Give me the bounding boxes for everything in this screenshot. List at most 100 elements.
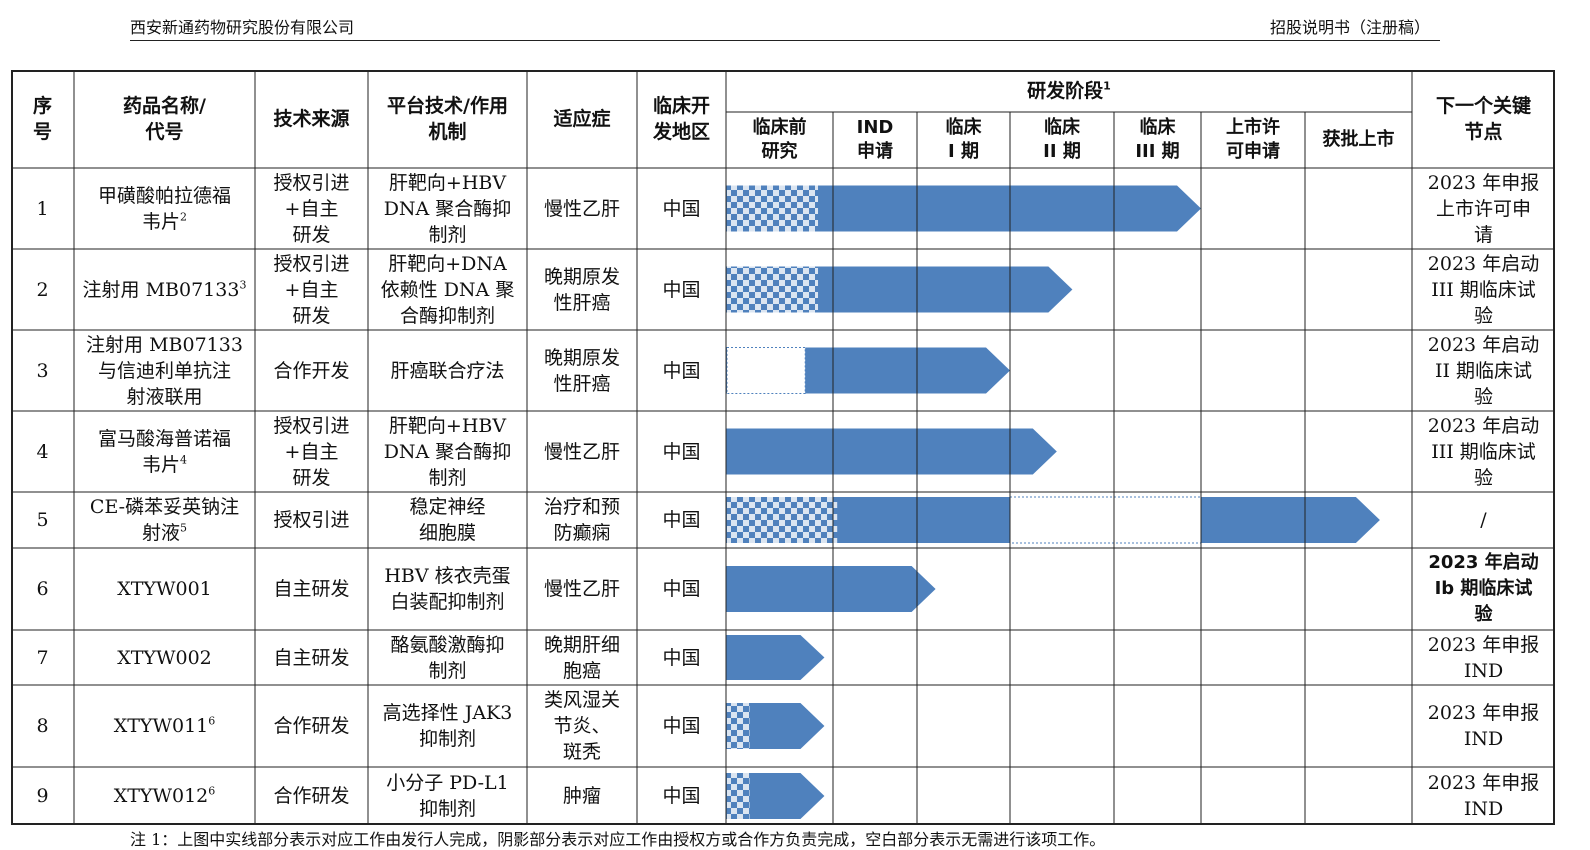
row-no-text: 5 — [36, 509, 49, 531]
row-region-text: 中国 — [662, 359, 701, 382]
header-platform-text: 平台技术/作用 机制 — [387, 95, 508, 143]
row-region: 中国 — [637, 168, 726, 249]
row-next-milestone: 2023 年申报 上市许可申 请 — [1412, 168, 1555, 249]
row-region-text: 中国 — [662, 509, 701, 531]
row-drug-name: CE-磷苯妥英钠注 射液5 — [74, 492, 255, 548]
row-tech-source: 自主研发 — [255, 630, 368, 685]
header-stage-4: 临床 III 期 — [1114, 112, 1201, 168]
progress-arrow — [726, 428, 1057, 475]
row-drug-name-text: XTYW001 — [117, 578, 212, 600]
row-drug-name-footnote-ref: 2 — [180, 210, 187, 224]
row-tech-source-text: 授权引进 — [273, 509, 350, 531]
row-indication-text: 慢性乙肝 — [543, 578, 620, 600]
row-region-text: 中国 — [662, 278, 701, 301]
company-name: 西安新通药物研究股份有限公司 — [130, 18, 355, 37]
header-stage-5: 上市许 可申请 — [1201, 112, 1305, 168]
hatched-segment — [727, 185, 819, 232]
row-drug-name-text: 富马酸海普诺福 韦片4 — [97, 427, 231, 476]
row-indication: 慢性乙肝 — [527, 411, 637, 492]
row-indication-text: 慢性乙肝 — [543, 440, 620, 463]
row-mechanism: 酪氨酸激酶抑 制剂 — [368, 630, 527, 685]
row-mechanism: 肝癌联合疗法 — [368, 330, 527, 411]
row-next-milestone: 2023 年申报 IND — [1412, 630, 1555, 685]
header-stage-5-text: 上市许 可申请 — [1226, 117, 1280, 162]
header-tech-source-text: 技术来源 — [273, 108, 350, 130]
progress-arrow — [726, 635, 825, 680]
row-region: 中国 — [637, 685, 726, 767]
row-indication: 慢性乙肝 — [527, 548, 637, 630]
row-tech-source-text: 自主研发 — [273, 578, 350, 600]
row-mechanism: 高选择性 JAK3 抑制剂 — [368, 685, 527, 767]
row-mechanism-text: 肝靶向+HBV DNA 聚合酶抑 制剂 — [383, 171, 512, 246]
row-region: 中国 — [637, 492, 726, 548]
progress-arrow — [726, 185, 1201, 232]
row-indication-text: 治疗和预 防癫痫 — [543, 496, 620, 544]
row-no-text: 6 — [36, 578, 49, 600]
row-indication: 类风湿关 节炎、 斑秃 — [527, 685, 637, 767]
row-drug-name: XTYW002 — [74, 630, 255, 685]
progress-arrow — [726, 703, 825, 749]
page-header: 西安新通药物研究股份有限公司 招股说明书（注册稿） — [130, 10, 1440, 41]
row-drug-name-footnote-ref: 5 — [180, 521, 187, 535]
row-no-text: 9 — [36, 785, 49, 807]
row-mechanism: HBV 核衣壳蛋 白装配抑制剂 — [368, 548, 527, 630]
row-tech-source-text: 授权引进 +自主 研发 — [273, 252, 350, 327]
row-tech-source: 授权引进 — [255, 492, 368, 548]
row-no-text: 8 — [36, 715, 49, 737]
row-drug-name: 富马酸海普诺福 韦片4 — [74, 411, 255, 492]
progress-arrow — [726, 773, 825, 819]
blank-segment — [726, 347, 806, 394]
row-region-text: 中国 — [662, 715, 701, 737]
row-indication-text: 晚期原发 性肝癌 — [543, 346, 620, 395]
hatched-segment — [727, 703, 750, 749]
header-drug-name-text: 药品名称/ 代号 — [123, 95, 206, 143]
header-next-milestone-text: 下一个关键 节点 — [1435, 95, 1531, 143]
row-tech-source-text: 自主研发 — [273, 646, 350, 669]
header-next-milestone: 下一个关键 节点 — [1412, 70, 1555, 168]
hatched-segment — [727, 497, 838, 543]
header-stage-0-text: 临床前 研究 — [752, 117, 807, 162]
header-stage-0: 临床前 研究 — [726, 112, 833, 168]
row-indication: 晚期肝细 胞癌 — [527, 630, 637, 685]
row-indication: 治疗和预 防癫痫 — [527, 492, 637, 548]
row-next-milestone-text: 2023 年申报 IND — [1427, 702, 1540, 750]
header-stage-group-footnote-ref: 1 — [1103, 79, 1111, 93]
row-no: 4 — [11, 411, 74, 492]
row-drug-name-text: 注射用 MB071333 — [82, 278, 247, 301]
row-indication-text: 类风湿关 节炎、 斑秃 — [543, 689, 620, 763]
document-type: 招股说明书（注册稿） — [1269, 18, 1430, 37]
row-tech-source-text: 合作研发 — [273, 715, 350, 737]
row-tech-source-text: 授权引进 +自主 研发 — [273, 414, 350, 489]
row-next-milestone: 2023 年启动 III 期临床试 验 — [1412, 411, 1555, 492]
row-next-milestone: 2023 年申报 IND — [1412, 767, 1555, 825]
row-mechanism: 肝靶向+HBV DNA 聚合酶抑 制剂 — [368, 411, 527, 492]
header-region: 临床开 发地区 — [637, 70, 726, 168]
row-region: 中国 — [637, 249, 726, 330]
row-no: 9 — [11, 767, 74, 825]
row-drug-name-text: 注射用 MB07133 与信迪利单抗注 射液联用 — [86, 333, 243, 408]
blank-segment — [1009, 496, 1202, 544]
row-next-milestone-text: 2023 年启动 III 期临床试 验 — [1427, 252, 1540, 327]
row-region: 中国 — [637, 330, 726, 411]
header-stage-2: 临床 I 期 — [917, 112, 1010, 168]
row-no: 5 — [11, 492, 74, 548]
hatched-segment — [727, 773, 750, 819]
row-no-text: 7 — [36, 646, 49, 669]
row-mechanism-text: 高选择性 JAK3 抑制剂 — [382, 702, 513, 750]
row-mechanism: 肝靶向+HBV DNA 聚合酶抑 制剂 — [368, 168, 527, 249]
row-tech-source: 授权引进 +自主 研发 — [255, 411, 368, 492]
row-mechanism-text: 肝靶向+DNA 依赖性 DNA 聚 合酶抑制剂 — [380, 252, 515, 327]
row-next-milestone-text: / — [1480, 509, 1487, 531]
header-stage-group: 研发阶段1 — [726, 70, 1412, 112]
header-stage-3: 临床 II 期 — [1010, 112, 1114, 168]
row-next-milestone: 2023 年启动 III 期临床试 验 — [1412, 249, 1555, 330]
row-drug-name: 甲磺酸帕拉德福 韦片2 — [74, 168, 255, 249]
header-tech-source: 技术来源 — [255, 70, 368, 168]
row-no: 6 — [11, 548, 74, 630]
row-next-milestone-text: 2023 年申报 上市许可申 请 — [1427, 171, 1540, 246]
row-drug-name: XTYW001 — [74, 548, 255, 630]
row-indication-text: 肿瘤 — [562, 785, 601, 807]
row-no: 8 — [11, 685, 74, 767]
row-indication-text: 慢性乙肝 — [543, 197, 620, 220]
header-no-text: 序 号 — [32, 95, 52, 143]
